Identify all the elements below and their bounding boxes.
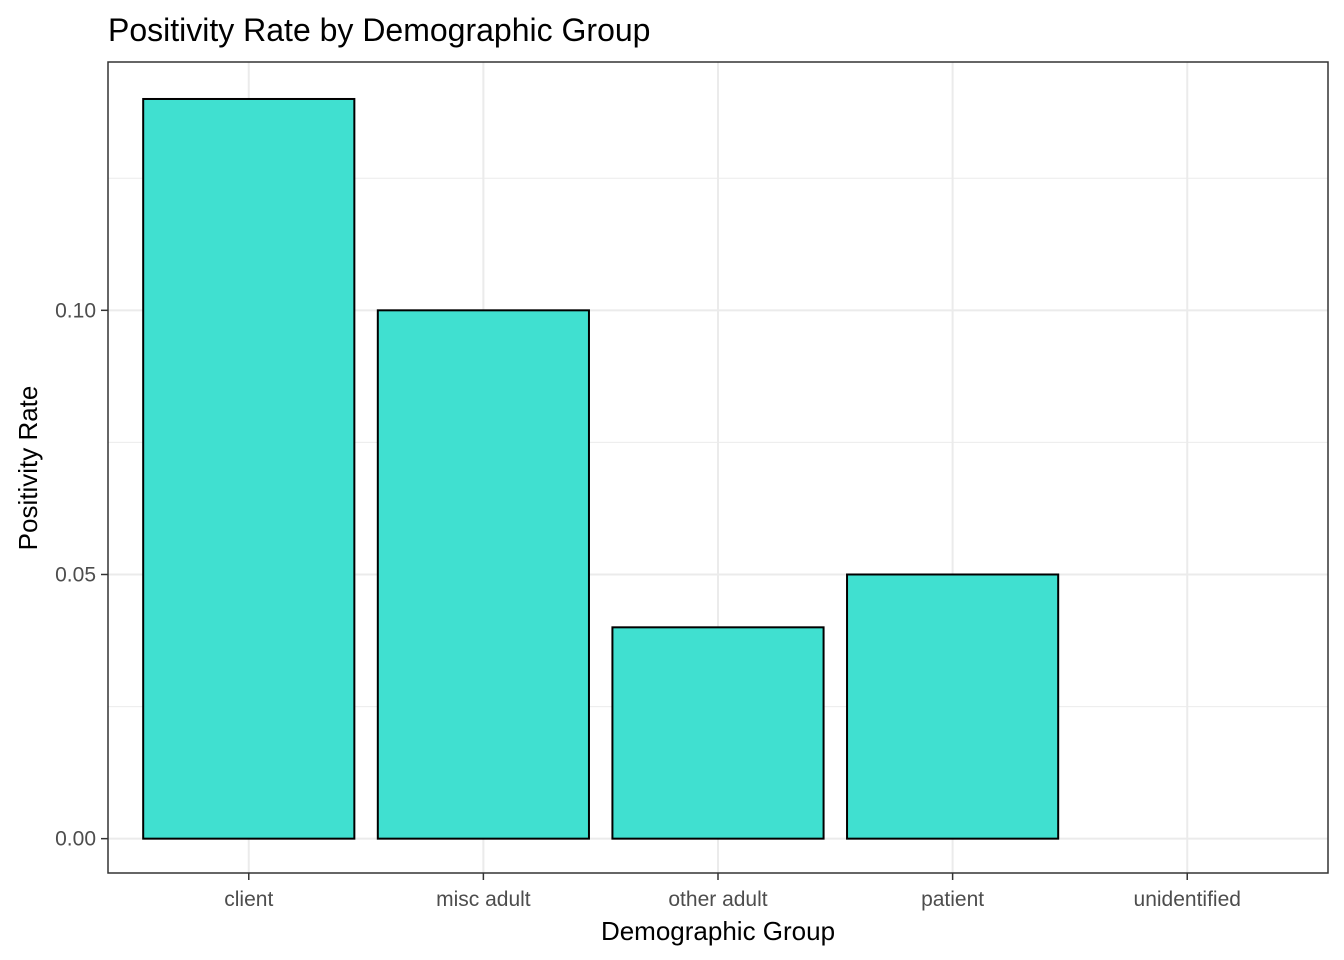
x-axis-title: Demographic Group <box>601 916 835 946</box>
x-tick-label: client <box>224 888 273 911</box>
bars <box>142 97 1060 840</box>
y-axis-title: Positivity Rate <box>13 386 43 551</box>
y-tick-label: 0.05 <box>55 563 96 586</box>
y-tick-label: 0.10 <box>55 299 96 322</box>
bar-client <box>142 97 356 840</box>
x-tick-label: misc adult <box>436 888 531 911</box>
bar-other-adult <box>611 626 825 840</box>
bar-misc-adult <box>376 309 590 840</box>
x-tick-label: other adult <box>668 888 767 911</box>
x-tick-label: patient <box>921 888 984 911</box>
chart-title: Positivity Rate by Demographic Group <box>108 12 650 48</box>
x-axis: client misc adult other adult patient uniden… <box>224 873 1241 911</box>
y-axis: 0.00 0.05 0.10 <box>55 299 108 851</box>
x-tick-label: unidentified <box>1134 888 1241 911</box>
bar-patient <box>846 573 1060 840</box>
y-tick-label: 0.00 <box>55 828 96 851</box>
